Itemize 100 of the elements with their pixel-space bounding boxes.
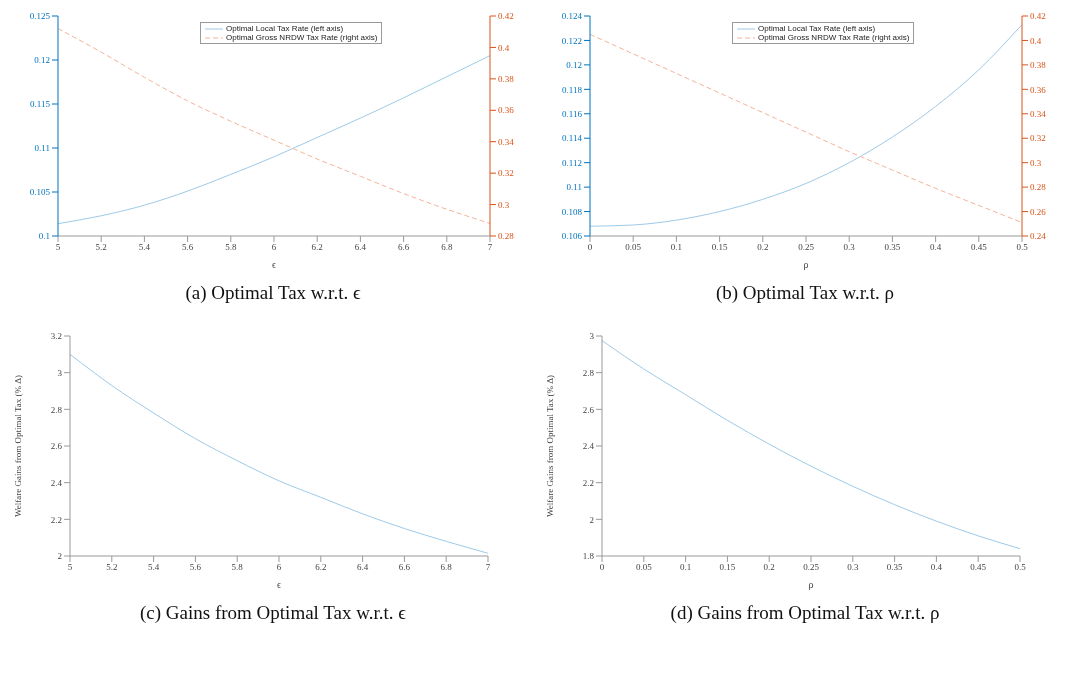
x-axis-title: ϵ (271, 259, 277, 270)
y-tick-label: 0.12 (34, 55, 50, 66)
x-tick-label: 0.15 (711, 242, 728, 253)
y2-tick-label: 0.32 (498, 168, 514, 179)
y-tick-label: 3.2 (50, 331, 62, 342)
x-tick-label: 6 (276, 562, 282, 573)
x-tick-label: 6.6 (397, 242, 410, 253)
y-tick-label: 2.6 (582, 404, 595, 415)
y-tick-label: 2.2 (582, 477, 594, 488)
x-tick-label: 7 (485, 562, 491, 573)
y2-tick-label: 0.32 (1030, 133, 1046, 144)
y-axis-title: Welfare Gains from Optimal Tax (% Δ) (13, 374, 24, 518)
y-tick-label: 0.11 (34, 143, 50, 154)
y2-tick-label: 0.42 (498, 11, 514, 22)
x-tick-label: 7 (487, 242, 493, 253)
x-tick-label: 0.2 (757, 242, 769, 253)
y-tick-label: 0.106 (561, 231, 583, 242)
y-tick-label: 0.105 (29, 187, 51, 198)
x-tick-label: 5.2 (95, 242, 107, 253)
y-tick-label: 2 (57, 551, 62, 562)
x-tick-label: 0.25 (798, 242, 815, 253)
x-tick-label: 0.45 (970, 242, 988, 253)
x-tick-label: 6.4 (354, 242, 367, 253)
x-axis-title: ϵ (276, 579, 282, 590)
x-tick-label: 0.1 (670, 242, 683, 253)
y2-tick-label: 0.38 (498, 74, 515, 85)
y2-tick-label: 0.28 (498, 231, 515, 242)
x-tick-label: 5 (55, 242, 61, 253)
y2-tick-label: 0.36 (498, 105, 515, 116)
x-tick-label: 0.15 (719, 562, 736, 573)
x-tick-label: 0.05 (635, 562, 653, 573)
x-axis-title: ρ (808, 579, 814, 590)
y-axis-title: Welfare Gains from Optimal Tax (% Δ) (545, 374, 556, 518)
x-tick-label: 0.45 (970, 562, 987, 573)
x-tick-label: 0.05 (625, 242, 642, 253)
x-tick-label: 5.6 (181, 242, 194, 253)
legend-label: Optimal Local Tax Rate (left axis) (758, 24, 876, 33)
text: (b) Optimal Tax w.r.t. ρ (714, 282, 896, 304)
y2-tick-label: 0.3 (1030, 157, 1042, 168)
text: (a) Optimal Tax w.r.t. ϵ (184, 282, 362, 304)
y-tick-label: 2 (589, 514, 594, 525)
y-tick-label: 2.8 (582, 367, 595, 378)
x-tick-label: 0.1 (679, 562, 692, 573)
y-tick-label: 0.124 (561, 11, 583, 22)
y-tick-label: 0.112 (562, 157, 582, 168)
y2-tick-label: 0.4 (498, 42, 510, 53)
y-tick-label: 0.11 (566, 182, 582, 193)
y-tick-label: 1.8 (582, 551, 595, 562)
x-tick-label: 0.35 (886, 562, 903, 573)
y2-tick-label: 0.3 (498, 199, 510, 210)
y2-tick-label: 0.24 (1030, 231, 1047, 242)
x-tick-label: 5.2 (106, 562, 118, 573)
x-tick-label: 0.5 (1016, 242, 1029, 253)
y2-tick-label: 0.42 (1030, 11, 1046, 22)
y2-tick-label: 0.4 (1030, 35, 1042, 46)
x-tick-label: 0.3 (847, 562, 859, 573)
legend-label: Optimal Gross NRDW Tax Rate (right axis) (758, 33, 910, 42)
x-tick-label: 0.35 (884, 242, 901, 253)
x-tick-label: 6.6 (398, 562, 411, 573)
x-tick-label: 6.4 (356, 562, 369, 573)
x-tick-label: 5.4 (138, 242, 151, 253)
x-tick-label: 6 (271, 242, 277, 253)
x-tick-label: 0.3 (843, 242, 856, 253)
x-tick-label: 5.8 (225, 242, 237, 253)
legend-label: Optimal Gross NRDW Tax Rate (right axis) (226, 33, 378, 42)
y2-tick-label: 0.38 (1030, 60, 1047, 71)
legend-label: Optimal Local Tax Rate (left axis) (226, 24, 344, 33)
x-tick-label: 0.4 (929, 242, 942, 253)
y-tick-label: 3 (57, 367, 63, 378)
x-tick-label: 0.5 (1014, 562, 1027, 573)
y-tick-label: 0.1 (38, 231, 50, 242)
y2-tick-label: 0.28 (1030, 182, 1047, 193)
x-tick-label: 0.25 (803, 562, 820, 573)
x-tick-label: 6.2 (311, 242, 323, 253)
x-tick-label: 5.8 (231, 562, 244, 573)
y-tick-label: 0.116 (562, 108, 583, 119)
y-tick-label: 0.12 (566, 60, 582, 71)
text: (c) Gains from Optimal Tax w.r.t. ϵ (139, 602, 407, 624)
x-tick-label: 0 (599, 562, 605, 573)
x-tick-label: 6.8 (441, 242, 453, 253)
y-tick-label: 0.114 (562, 133, 583, 144)
x-tick-label: 6.2 (315, 562, 327, 573)
x-tick-label: 6.8 (440, 562, 453, 573)
text: (d) Gains from Optimal Tax w.r.t. ρ (669, 602, 941, 624)
y-tick-label: 2.4 (582, 441, 595, 452)
y2-tick-label: 0.34 (498, 136, 515, 147)
y-tick-label: 2.2 (50, 514, 62, 525)
y-tick-label: 0.115 (30, 99, 51, 110)
line-series (602, 340, 1020, 550)
y2-tick-label: 0.26 (1030, 206, 1047, 217)
y-tick-label: 2.8 (50, 404, 63, 415)
y-tick-label: 0.122 (561, 35, 582, 46)
y-tick-label: 3 (589, 331, 595, 342)
x-tick-label: 0.4 (930, 562, 943, 573)
y-tick-label: 2.4 (50, 477, 63, 488)
x-tick-label: 0.2 (763, 562, 775, 573)
x-tick-label: 5.4 (147, 562, 160, 573)
y-tick-label: 0.125 (29, 11, 51, 22)
x-tick-label: 5 (67, 562, 73, 573)
x-tick-label: 5.6 (189, 562, 202, 573)
